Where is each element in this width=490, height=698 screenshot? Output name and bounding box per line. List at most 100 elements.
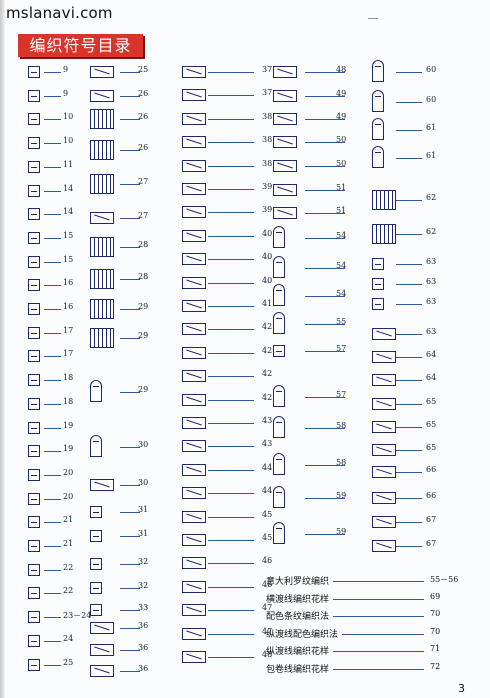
knitting-symbol-icon (182, 136, 206, 148)
knitting-symbol-icon (273, 385, 285, 407)
knitting-symbol-icon (182, 183, 206, 195)
symbol-entry: 62 (372, 190, 462, 210)
knitting-symbol-icon (28, 445, 40, 457)
page-ref: 59 (336, 527, 347, 536)
knitting-symbol-icon (372, 351, 396, 363)
knitting-symbol-icon (182, 370, 206, 382)
leader-line (44, 451, 61, 452)
leader-line (120, 150, 140, 151)
symbol-entry: 46 (182, 580, 277, 595)
symbol-entry: 54 (273, 226, 368, 248)
knitting-symbol-icon (372, 540, 396, 552)
leader-line (396, 404, 422, 405)
symbol-entry: 48 (182, 650, 277, 665)
symbol-entry: 44 (182, 463, 277, 478)
knitting-symbol-icon (273, 113, 297, 125)
leader-line (208, 189, 254, 190)
knitting-symbol-icon (90, 140, 114, 160)
symbol-entry: 60 (372, 90, 462, 112)
knitting-symbol-icon (273, 90, 297, 102)
page-ref: 63 (426, 297, 437, 306)
knitting-symbol-icon (182, 300, 206, 312)
knitting-symbol-icon (90, 435, 102, 457)
knitting-symbol-icon (372, 466, 396, 478)
knitting-symbol-icon (372, 328, 396, 340)
knitting-symbol-icon (372, 398, 396, 410)
leader-line (305, 119, 345, 120)
leader-line (396, 450, 422, 451)
leader-line (44, 428, 61, 429)
leader-line (120, 72, 140, 73)
symbol-entry: 27 (90, 174, 152, 194)
symbol-entry: 58 (273, 416, 368, 438)
leader-line (396, 546, 422, 547)
knitting-symbol-icon (182, 534, 206, 546)
page-ref: 26 (138, 143, 149, 152)
legend-label: 意大利罗纹编织 (266, 577, 330, 587)
leader-line (120, 564, 140, 565)
knitting-symbol-icon (28, 185, 40, 197)
leader-line (120, 184, 140, 185)
page-ref: 38 (262, 159, 273, 168)
knitting-symbol-icon (28, 137, 40, 149)
page-ref: 20 (63, 492, 74, 501)
legend-page-ref: 55－56 (430, 575, 459, 584)
page-ref: 42 (262, 369, 273, 378)
page-ref: 36 (138, 664, 149, 673)
symbol-entry: 31 (90, 529, 152, 544)
leader-line (120, 279, 140, 280)
symbol-entry: 24 (28, 634, 88, 649)
leader-line (44, 404, 61, 405)
knitting-symbol-icon (28, 611, 40, 623)
legend-label: 配色条纹编织法 (266, 612, 330, 622)
leader-line (208, 95, 254, 96)
symbol-entry: 66 (372, 491, 462, 506)
page-ref: 21 (63, 515, 74, 524)
knitting-symbol-icon (28, 374, 40, 386)
page-ref: 46 (262, 556, 273, 565)
knitting-symbol-icon (90, 299, 114, 319)
knitting-symbol-icon (273, 160, 297, 172)
symbol-column-2: 25 26 26 26 27 27 28 28 29 29 29 30 30 31 31 32 32 33 36 36… (90, 65, 152, 679)
symbol-entry: 67 (372, 515, 462, 530)
knitting-symbol-icon (182, 230, 206, 242)
page-ref: 63 (426, 257, 437, 266)
knitting-symbol-icon (90, 665, 114, 677)
leader-line (208, 446, 254, 447)
legend-page-ref: 70 (430, 626, 441, 636)
leader-line (208, 166, 254, 167)
symbol-entry: 27 (90, 211, 152, 226)
leader-line (44, 546, 61, 547)
page-ref: 66 (426, 465, 437, 474)
leader-line (120, 392, 140, 393)
leader-line (305, 397, 345, 398)
page-ref: 54 (336, 289, 347, 298)
knitting-symbol-icon (90, 622, 114, 634)
page-ref: 20 (63, 468, 74, 477)
symbol-entry: 50 (273, 135, 368, 150)
symbol-entry: 21 (28, 539, 88, 554)
knitting-symbol-icon (28, 659, 40, 671)
symbol-entry: 63 (372, 297, 462, 312)
knitting-symbol-icon (273, 486, 285, 508)
knitting-symbol-icon (372, 146, 384, 168)
page-ref: 40 (262, 276, 273, 285)
leader-line (208, 470, 254, 471)
knitting-symbol-icon (28, 279, 40, 291)
knitting-symbol-icon (28, 327, 40, 339)
leader-line (44, 238, 61, 239)
leader-line (333, 668, 424, 670)
symbol-entry: 22 (28, 586, 88, 601)
leader-line (208, 610, 254, 611)
symbol-entry: 36 (90, 664, 152, 679)
leader-line (120, 309, 140, 310)
page-ref: 47 (262, 603, 273, 612)
symbol-entry: 62 (372, 224, 462, 244)
leader-line (44, 119, 61, 120)
knitting-symbol-icon (182, 440, 206, 452)
symbol-entry: 14 (28, 207, 88, 222)
leader-line (305, 534, 345, 535)
knitting-symbol-icon (28, 635, 40, 647)
leader-line (208, 306, 254, 307)
symbol-entry: 20 (28, 492, 88, 507)
